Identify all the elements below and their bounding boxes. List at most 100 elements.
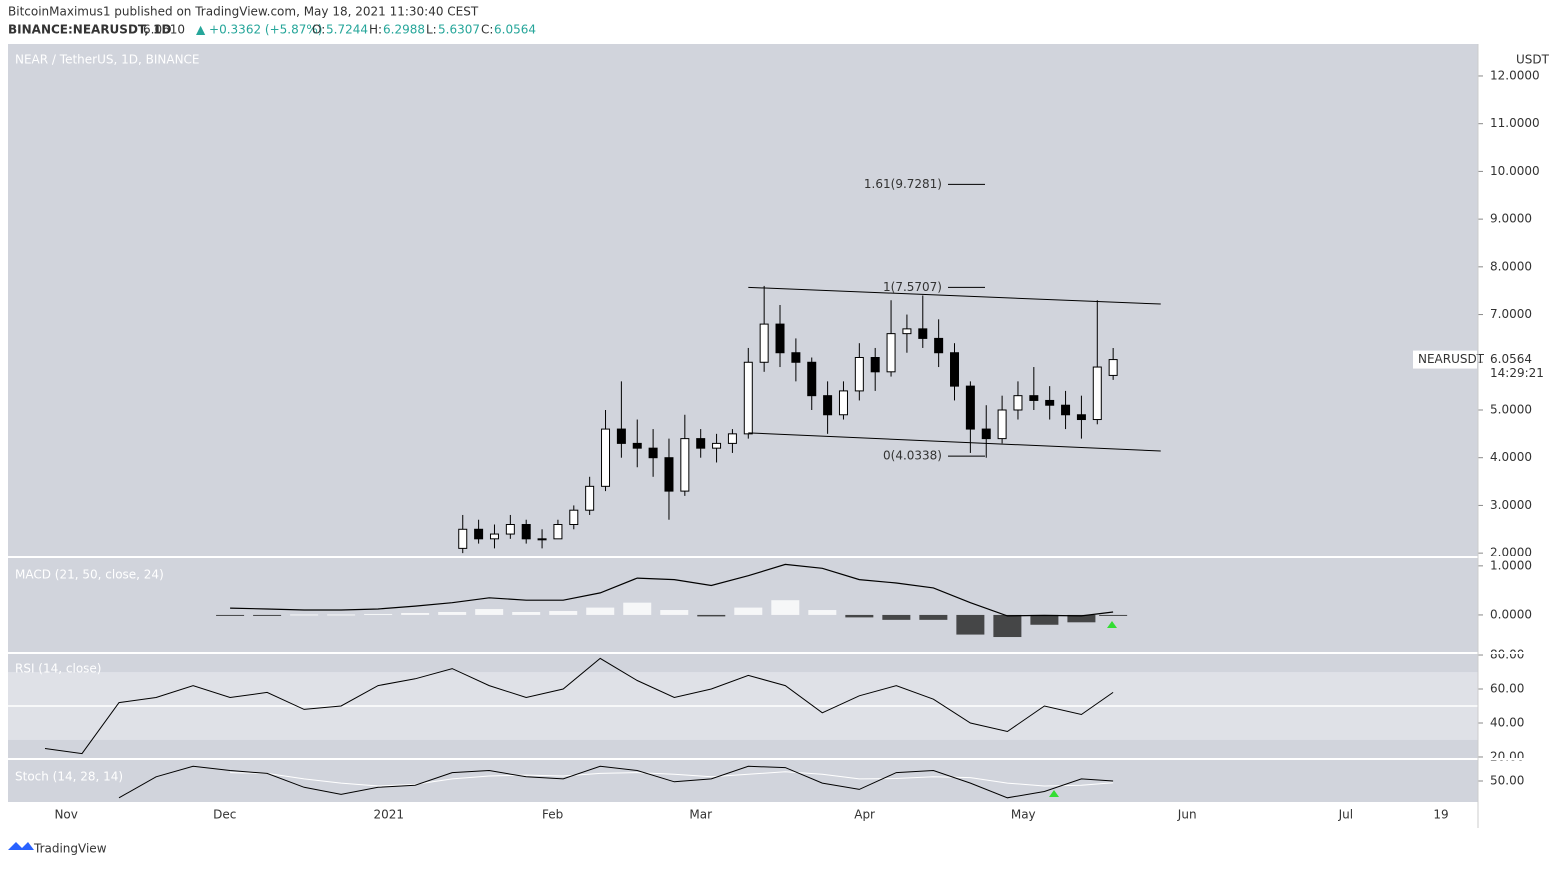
publisher: BitcoinMaximus1 published on TradingView… <box>8 5 479 19</box>
candle-body <box>1013 395 1023 411</box>
histogram-bar <box>438 611 467 615</box>
y-tick-label: 0.0000 <box>1490 607 1532 621</box>
histogram-bar <box>1067 614 1096 623</box>
candle-body <box>569 509 579 526</box>
x-tick-label: 2021 <box>373 808 404 822</box>
candle-body <box>981 428 991 440</box>
c-label: C: <box>481 23 493 37</box>
y-tick-label: 50.00 <box>1490 774 1524 788</box>
y-tick-label: 7.0000 <box>1490 307 1532 321</box>
histogram-bar <box>771 600 800 615</box>
last: 6.0610 <box>143 23 185 37</box>
time-axis <box>8 802 1478 828</box>
candle-body <box>791 352 801 363</box>
stoch-k-line <box>118 765 1114 799</box>
candle-body <box>1045 399 1055 406</box>
brand: TradingView <box>33 842 107 856</box>
y-tick-label: 5.0000 <box>1490 402 1532 416</box>
candle-body <box>616 428 626 444</box>
logo <box>8 842 34 850</box>
candle-body <box>965 385 975 430</box>
candle-body <box>854 356 864 392</box>
x-tick-label: Nov <box>54 808 77 822</box>
candle-body <box>838 390 848 416</box>
price-tag-label: 6.0564 <box>1490 352 1532 366</box>
candle-body <box>1076 414 1086 421</box>
y-tick-label: 10.0000 <box>1490 164 1540 178</box>
candle-body <box>727 433 737 444</box>
pane-title: NEAR / TetherUS, 1D, BINANCE <box>15 53 200 67</box>
histogram-bar <box>623 602 652 615</box>
candle-body <box>521 524 531 540</box>
y-tick-label: 8.0000 <box>1490 259 1532 273</box>
candle-body <box>918 328 928 339</box>
candle-body <box>997 409 1007 440</box>
histogram-bar <box>253 614 282 616</box>
histogram-bar <box>549 611 578 615</box>
x-tick-label: 19 <box>1433 808 1448 822</box>
h-label: H: <box>369 23 382 37</box>
candle-body <box>601 428 611 487</box>
candle-body <box>632 442 642 449</box>
x-tick-label: Jun <box>1177 808 1197 822</box>
candle-body <box>489 533 499 540</box>
histogram-bar <box>697 614 726 617</box>
histogram-bar <box>882 614 911 620</box>
header: BitcoinMaximus1 published on TradingView… <box>8 5 536 37</box>
histogram-bar <box>845 614 874 618</box>
y-tick-label: 20.00 <box>1490 749 1524 763</box>
y-tick-label: 40.00 <box>1490 715 1524 729</box>
price-tag <box>1484 350 1544 381</box>
candle-body <box>680 438 690 492</box>
candle-body <box>553 524 563 540</box>
candle-body <box>1061 404 1071 416</box>
price-tag-name: NEARUSDT <box>1418 352 1485 366</box>
histogram-bar <box>660 610 689 615</box>
histogram-bar <box>327 614 356 616</box>
signal-arrow <box>1049 790 1059 797</box>
macd-line <box>230 563 1114 617</box>
x-tick-label: May <box>1011 808 1036 822</box>
candle-body <box>902 328 912 335</box>
y-tick-label: 80.00 <box>1490 648 1524 662</box>
o-value: 5.7244 <box>326 23 368 37</box>
candle-body <box>537 538 547 541</box>
fib-label: 1.61(9.7281) <box>864 177 942 191</box>
x-tick-label: Apr <box>854 808 875 822</box>
histogram-bar <box>512 611 541 615</box>
histogram-bar <box>475 609 504 615</box>
candle-body <box>505 524 515 535</box>
axis-title: USDT <box>1516 53 1550 67</box>
histogram-bar <box>1099 614 1128 616</box>
pane-title: Stoch (14, 28, 14) <box>15 770 123 784</box>
histogram-bar <box>586 607 615 615</box>
x-tick-label: Feb <box>542 808 563 822</box>
candle-body <box>648 447 658 459</box>
candle-body <box>886 333 896 373</box>
y-tick-label: 4.0000 <box>1490 450 1532 464</box>
candle-body <box>474 528 484 540</box>
l-label: L: <box>426 23 437 37</box>
candle-body <box>664 457 674 492</box>
stoch-d-line <box>230 771 1114 787</box>
histogram-bar <box>401 612 430 615</box>
pane-title: RSI (14, close) <box>15 662 101 676</box>
x-tick-label: Jul <box>1338 808 1353 822</box>
candle-body <box>823 395 833 416</box>
c-value: 6.0564 <box>494 23 536 37</box>
histogram-bar <box>956 614 985 635</box>
candle-body <box>950 352 960 387</box>
countdown: 14:29:21 <box>1490 366 1544 380</box>
candle-body <box>934 337 944 354</box>
candle-body <box>696 438 706 449</box>
x-tick-label: Mar <box>689 808 712 822</box>
channel-line <box>748 286 1161 305</box>
channel-line <box>748 432 1161 452</box>
price-tag-box <box>1413 350 1477 369</box>
candle-body <box>1108 359 1118 376</box>
histogram-bar <box>216 614 245 616</box>
change: ▲ +0.3362 (+5.87%) <box>196 23 322 37</box>
histogram-bar <box>734 607 763 615</box>
fib-label: 0(4.0338) <box>883 449 942 463</box>
